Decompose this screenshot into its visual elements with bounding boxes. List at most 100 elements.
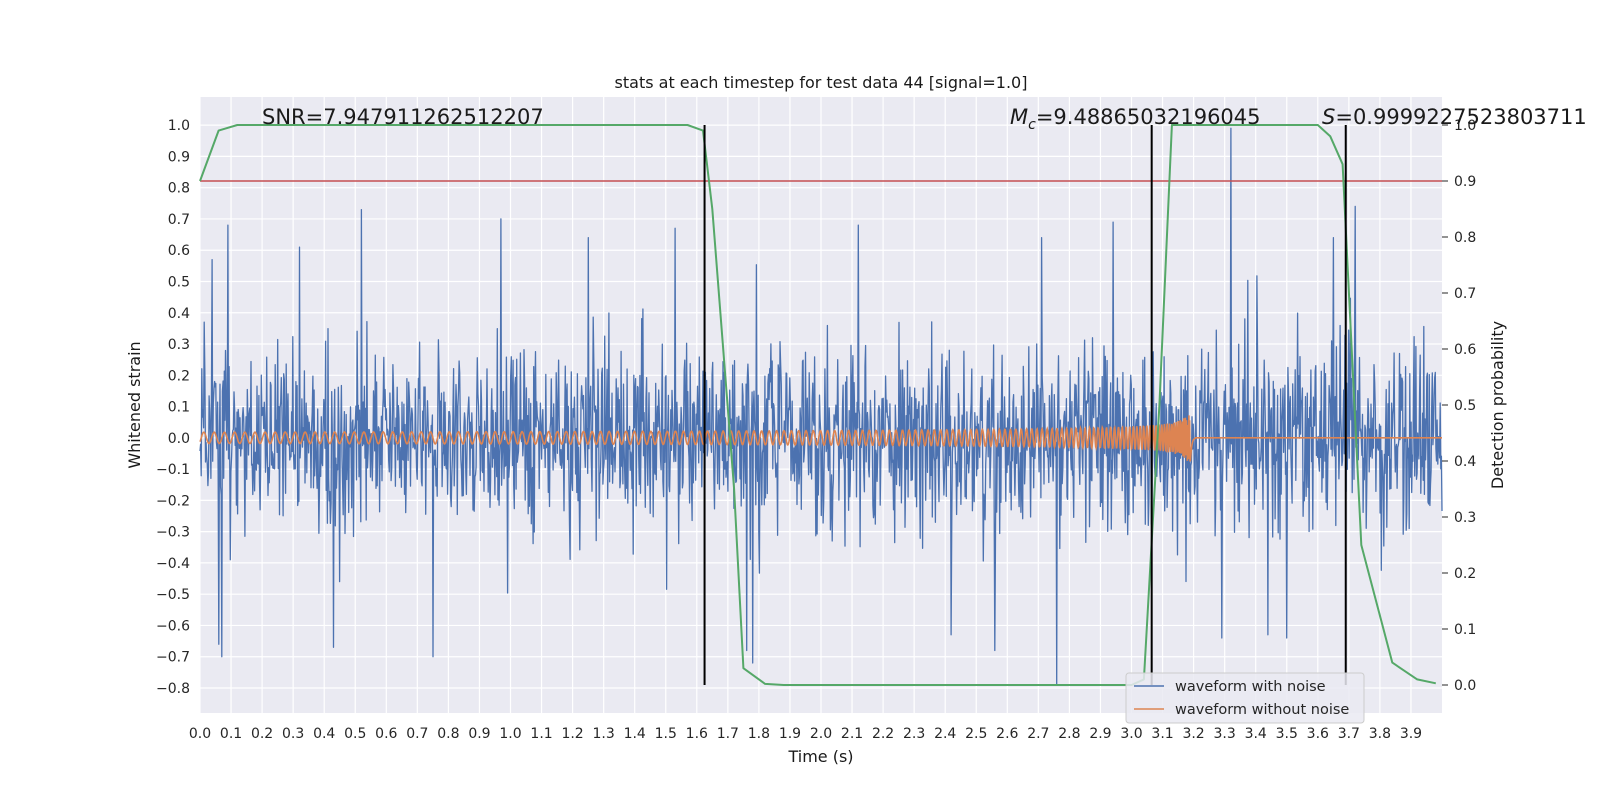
y2-tick-label: 0.5 (1454, 398, 1476, 414)
chirp-mass-value: =9.48865032196045 (1036, 105, 1261, 129)
gridlines (199, 97, 1442, 713)
y2-tick-label: 0.1 (1454, 622, 1476, 638)
x-tick-label: 2.4 (934, 726, 956, 742)
y2-tick-labels: 1.0 0.9 0.8 0.7 0.6 0.5 0.4 0.3 0.2 0.1 0.0 (1442, 118, 1476, 694)
x-tick-label: 2.1 (841, 726, 863, 742)
x-tick-label: 1.2 (561, 726, 583, 742)
x-tick-label: 0.0 (189, 726, 211, 742)
legend: waveform with noise waveform without noi… (1125, 672, 1365, 724)
y-tick-label: 0.0 (168, 431, 190, 447)
y-tick-label: −0.7 (156, 650, 190, 666)
y2-tick-label: 0.6 (1454, 342, 1476, 358)
y-tick-label: 0.2 (168, 368, 190, 384)
x-tick-label: 0.3 (282, 726, 304, 742)
y2-tick-label: 0.0 (1454, 678, 1476, 694)
x-tick-label: 3.0 (1120, 726, 1142, 742)
legend-label-clean: waveform without noise (1175, 702, 1349, 718)
x-tick-label: 3.8 (1369, 726, 1391, 742)
chirp-mass-subscript: c (1028, 117, 1036, 133)
x-tick-label: 0.2 (251, 726, 273, 742)
noise-waveform-series (199, 127, 1443, 686)
noise-waveform-line (199, 127, 1443, 686)
y2-tick-label: 0.7 (1454, 286, 1476, 302)
chirp-mass-symbol: M (1010, 105, 1028, 129)
detection-probability-line (199, 124, 1437, 686)
x-tick-label: 1.5 (655, 726, 677, 742)
x-tick-label: 0.8 (437, 726, 459, 742)
x-tick-label: 3.2 (1182, 726, 1204, 742)
chirp-mass-annotation: Mc=9.48865032196045 (1010, 105, 1261, 133)
x-tick-label: 0.7 (406, 726, 428, 742)
vertical-markers (703, 125, 1347, 685)
snr-value: 7.947911262512207 (323, 105, 543, 129)
x-tick-label: 1.4 (624, 726, 646, 742)
legend-label-noise: waveform with noise (1175, 679, 1326, 695)
x-tick-label: 1.6 (686, 726, 708, 742)
x-tick-label: 3.5 (1276, 726, 1298, 742)
x-tick-label: 3.3 (1214, 726, 1236, 742)
y2-tick-label: 0.9 (1454, 174, 1476, 190)
y-tick-label: −0.1 (156, 462, 190, 478)
y-tick-label: 0.4 (168, 306, 190, 322)
y-tick-label: 0.3 (168, 337, 190, 353)
y-tick-label: 0.8 (168, 181, 190, 197)
y-tick-label: 1.0 (168, 118, 190, 134)
x-tick-label: 2.8 (1058, 726, 1080, 742)
snr-annotation: SNR=7.947911262512207 (262, 105, 544, 129)
x-tick-label: 2.3 (903, 726, 925, 742)
y-tick-label: 0.1 (168, 400, 190, 416)
y-axis-label: Whitened strain (125, 341, 144, 468)
y2-tick-label: 0.4 (1454, 454, 1476, 470)
x-tick-label: 2.9 (1089, 726, 1111, 742)
y-tick-label: −0.2 (156, 493, 190, 509)
x-tick-label: 3.4 (1245, 726, 1267, 742)
y-tick-label: −0.6 (156, 618, 190, 634)
x-tick-label: 2.6 (996, 726, 1018, 742)
x-tick-label: 0.5 (344, 726, 366, 742)
x-tick-label: 1.8 (748, 726, 770, 742)
y2-axis-label: Detection probability (1488, 321, 1507, 489)
x-tick-label: 1.9 (779, 726, 801, 742)
x-tick-label: 3.1 (1151, 726, 1173, 742)
y-tick-label: −0.4 (156, 556, 190, 572)
score-value: =0.9999227523803711 (1335, 105, 1586, 129)
x-tick-label: 0.6 (375, 726, 397, 742)
y-tick-labels: 1.0 0.9 0.8 0.7 0.6 0.5 0.4 0.3 0.2 0.1 0.0 −0.1 −0.… (156, 118, 190, 697)
x-tick-label: 3.7 (1338, 726, 1360, 742)
score-annotation: S=0.9999227523803711 (1322, 105, 1587, 129)
clean-waveform-line (199, 415, 1442, 462)
y-tick-label: 0.7 (168, 212, 190, 228)
x-tick-label: 3.9 (1400, 726, 1422, 742)
clean-waveform-series (199, 415, 1442, 462)
x-tick-labels: 0.0 0.1 0.2 0.3 0.4 0.5 0.6 0.7 0.8 0.9 1.0 1.1 1.2 1… (189, 726, 1422, 742)
y2-tick-label: 0.8 (1454, 230, 1476, 246)
x-tick-label: 3.6 (1307, 726, 1329, 742)
x-tick-label: 2.0 (810, 726, 832, 742)
y-tick-label: 0.6 (168, 243, 190, 259)
y-tick-label: −0.5 (156, 587, 190, 603)
y-tick-label: 0.9 (168, 149, 190, 165)
x-tick-label: 0.1 (220, 726, 242, 742)
x-tick-label: 0.4 (313, 726, 335, 742)
y-tick-label: 0.5 (168, 274, 190, 290)
legend-box (1125, 672, 1365, 724)
snr-prefix: SNR= (262, 105, 323, 129)
y2-tick-label: 1.0 (1454, 118, 1476, 134)
y2-tick-label: 0.2 (1454, 566, 1476, 582)
score-symbol: S (1322, 105, 1335, 129)
y-tick-label: −0.8 (156, 681, 190, 697)
x-tick-label: 1.1 (530, 726, 552, 742)
x-tick-label: 2.7 (1027, 726, 1049, 742)
x-tick-label: 1.7 (717, 726, 739, 742)
y2-tick-label: 0.3 (1454, 510, 1476, 526)
x-tick-label: 2.5 (965, 726, 987, 742)
x-tick-label: 1.0 (499, 726, 521, 742)
x-tick-label: 2.2 (872, 726, 894, 742)
x-tick-label: 1.3 (593, 726, 615, 742)
x-axis-label: Time (s) (787, 747, 853, 766)
x-tick-label: 0.9 (468, 726, 490, 742)
chart-title: stats at each timestep for test data 44 … (615, 73, 1028, 92)
detection-probability-series (199, 124, 1437, 686)
y-tick-label: −0.3 (156, 525, 190, 541)
